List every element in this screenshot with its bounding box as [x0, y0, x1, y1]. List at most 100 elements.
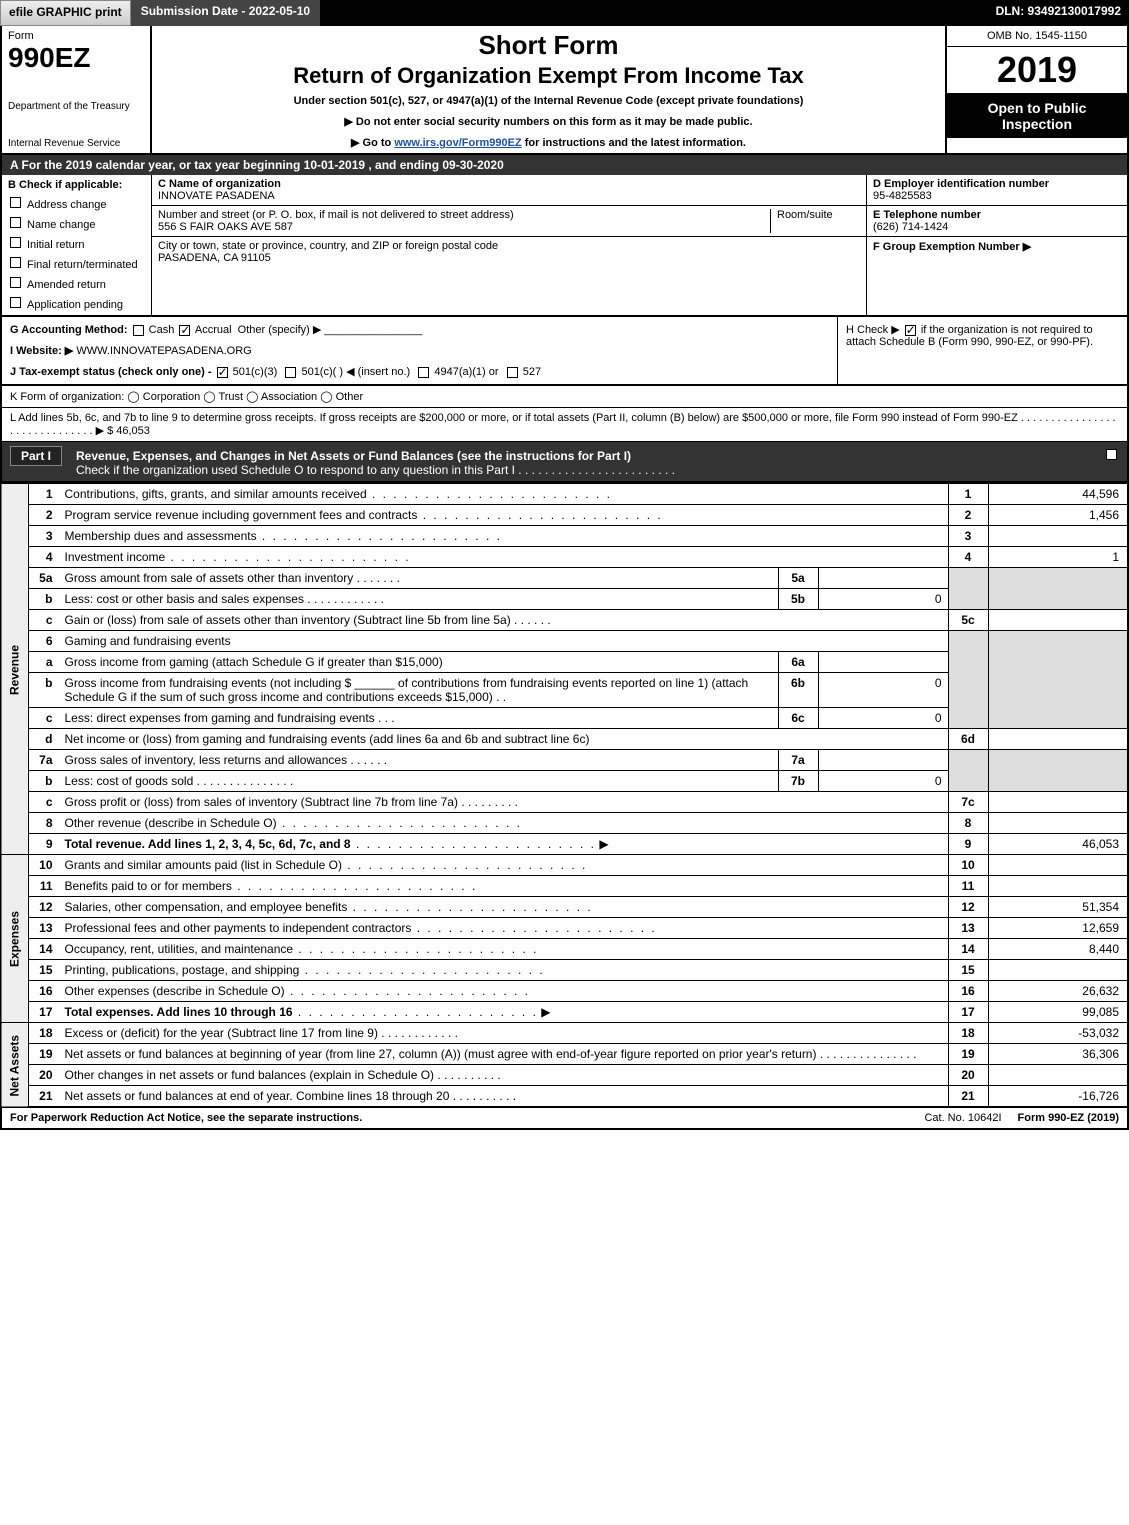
- cb-initial-return[interactable]: Initial return: [8, 237, 145, 251]
- cb-name-change-label: Name change: [27, 219, 96, 231]
- l10-desc: Grants and similar amounts paid (list in…: [65, 858, 342, 872]
- line-h-pre: H Check ▶: [846, 324, 903, 336]
- line-h: H Check ▶ if the organization is not req…: [837, 317, 1127, 384]
- l20-val: [988, 1065, 1128, 1086]
- cb-address-change-label: Address change: [27, 199, 107, 211]
- header-center: Short Form Return of Organization Exempt…: [152, 26, 947, 153]
- l21-val: -16,726: [988, 1086, 1128, 1108]
- l18-desc: Excess or (deficit) for the year (Subtra…: [65, 1026, 378, 1040]
- line-i-label: I Website: ▶: [10, 345, 73, 357]
- l15-no: 15: [29, 960, 59, 981]
- line-l-value: 46,053: [116, 425, 150, 437]
- l7b-no: b: [29, 771, 59, 792]
- j-501c: 501(c)( ) ◀ (insert no.): [301, 366, 410, 378]
- l7c-val: [988, 792, 1128, 813]
- l11-val: [988, 876, 1128, 897]
- section-b: B Check if applicable: Address change Na…: [2, 175, 152, 315]
- dept-treasury: Department of the Treasury: [8, 101, 144, 112]
- org-name-value: INNOVATE PASADENA: [158, 190, 860, 202]
- part1-schedule-o-checkbox[interactable]: [1106, 449, 1117, 460]
- cb-name-change[interactable]: Name change: [8, 217, 145, 231]
- l15-num: 15: [948, 960, 988, 981]
- l1-desc: Contributions, gifts, grants, and simila…: [65, 487, 367, 501]
- l3-desc: Membership dues and assessments: [65, 529, 257, 543]
- l6a-no: a: [29, 652, 59, 673]
- l12-val: 51,354: [988, 897, 1128, 918]
- header-right: OMB No. 1545-1150 2019 Open to Public In…: [947, 26, 1127, 153]
- l3-val: [988, 526, 1128, 547]
- l6-desc: Gaming and fundraising events: [59, 631, 949, 652]
- part1-table: Revenue 1 Contributions, gifts, grants, …: [0, 483, 1129, 1108]
- section-ghij: G Accounting Method: Cash Accrual Other …: [0, 317, 1129, 386]
- line-g-label: G Accounting Method:: [10, 324, 128, 336]
- footer-mid: Cat. No. 10642I: [916, 1108, 1009, 1128]
- cb-amended-return[interactable]: Amended return: [8, 277, 145, 291]
- section-c: C Name of organization INNOVATE PASADENA…: [152, 175, 867, 315]
- j-4947: 4947(a)(1) or: [434, 366, 498, 378]
- l15-desc: Printing, publications, postage, and shi…: [65, 963, 300, 977]
- l20-num: 20: [948, 1065, 988, 1086]
- l8-desc: Other revenue (describe in Schedule O): [65, 816, 277, 830]
- l6d-no: d: [29, 729, 59, 750]
- l12-desc: Salaries, other compensation, and employ…: [65, 900, 348, 914]
- l7b-mini-val: 0: [818, 771, 948, 792]
- l12-no: 12: [29, 897, 59, 918]
- l16-num: 16: [948, 981, 988, 1002]
- cb-application-pending[interactable]: Application pending: [8, 297, 145, 311]
- l19-num: 19: [948, 1044, 988, 1065]
- instr-goto-post: for instructions and the latest informat…: [522, 137, 746, 149]
- l2-desc: Program service revenue including govern…: [65, 508, 418, 522]
- dln: DLN: 93492130017992: [988, 0, 1129, 26]
- l10-no: 10: [29, 855, 59, 876]
- l14-val: 8,440: [988, 939, 1128, 960]
- tax-year: 2019: [947, 47, 1127, 94]
- cb-address-change[interactable]: Address change: [8, 197, 145, 211]
- l21-desc: Net assets or fund balances at end of ye…: [65, 1089, 450, 1103]
- l4-num: 4: [948, 547, 988, 568]
- efile-print-button[interactable]: efile GRAPHIC print: [0, 0, 131, 26]
- l7c-no: c: [29, 792, 59, 813]
- l1-no: 1: [29, 484, 59, 505]
- l8-val: [988, 813, 1128, 834]
- l16-val: 26,632: [988, 981, 1128, 1002]
- cb-amended-return-label: Amended return: [27, 279, 106, 291]
- l6b-desc1: Gross income from fundraising events (no…: [65, 676, 352, 690]
- part1-tab: Part I: [10, 446, 62, 466]
- l20-no: 20: [29, 1065, 59, 1086]
- section-b-header: B Check if applicable:: [8, 179, 145, 191]
- side-netassets: Net Assets: [1, 1023, 29, 1108]
- room-label: Room/suite: [770, 209, 860, 233]
- form-word: Form: [8, 30, 144, 42]
- cb-final-return-label: Final return/terminated: [27, 259, 138, 271]
- l5b-mini-no: 5b: [778, 589, 818, 610]
- side-expenses: Expenses: [1, 855, 29, 1023]
- l21-no: 21: [29, 1086, 59, 1108]
- line-l-text: L Add lines 5b, 6c, and 7b to line 9 to …: [10, 412, 1116, 437]
- l14-num: 14: [948, 939, 988, 960]
- cb-initial-return-label: Initial return: [27, 239, 84, 251]
- line-k: K Form of organization: ◯ Corporation ◯ …: [0, 386, 1129, 408]
- group-exemption-label: F Group Exemption Number ▶: [873, 240, 1121, 253]
- l1-num: 1: [948, 484, 988, 505]
- cb-application-pending-label: Application pending: [27, 299, 123, 311]
- l11-num: 11: [948, 876, 988, 897]
- website-value: WWW.INNOVATEPASADENA.ORG: [76, 345, 251, 357]
- line-h-checkbox[interactable]: [905, 325, 916, 336]
- irs-label: Internal Revenue Service: [8, 138, 144, 149]
- l8-num: 8: [948, 813, 988, 834]
- l16-no: 16: [29, 981, 59, 1002]
- irs-link[interactable]: www.irs.gov/Form990EZ: [394, 137, 521, 149]
- line-j-label: J Tax-exempt status (check only one) -: [10, 366, 215, 378]
- l7a-mini-val: [818, 750, 948, 771]
- l6c-mini-no: 6c: [778, 708, 818, 729]
- l6-no: 6: [29, 631, 59, 652]
- l11-no: 11: [29, 876, 59, 897]
- phone-label: E Telephone number: [873, 209, 1121, 221]
- cb-final-return[interactable]: Final return/terminated: [8, 257, 145, 271]
- line-j: J Tax-exempt status (check only one) - 5…: [10, 365, 829, 378]
- g-accrual: Accrual: [195, 324, 232, 336]
- ein-label: D Employer identification number: [873, 178, 1121, 190]
- l5c-desc: Gain or (loss) from sale of assets other…: [65, 613, 511, 627]
- l20-desc: Other changes in net assets or fund bala…: [65, 1068, 435, 1082]
- l19-val: 36,306: [988, 1044, 1128, 1065]
